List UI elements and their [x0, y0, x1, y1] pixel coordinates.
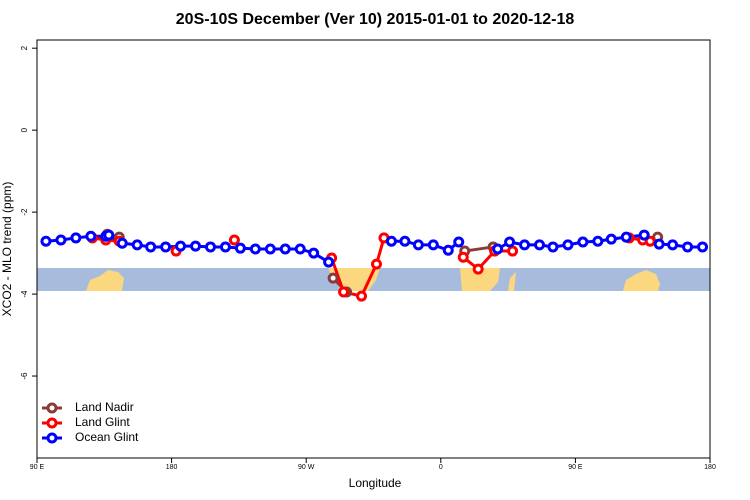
data-point: [279, 243, 291, 255]
data-point: [682, 241, 694, 253]
legend-marker: [46, 402, 58, 414]
data-point: [577, 236, 589, 248]
data-point: [234, 242, 246, 254]
land: [86, 270, 124, 291]
data-point: [638, 229, 650, 241]
data-point: [103, 229, 115, 241]
data-point: [175, 240, 187, 252]
y-tick-label: -2: [20, 208, 29, 216]
legend-label: Land Nadir: [75, 400, 134, 414]
legend-label: Ocean Glint: [75, 430, 139, 444]
data-point: [620, 231, 632, 243]
series-line: [462, 249, 513, 272]
x-tick-label: 0: [439, 464, 443, 471]
data-point: [442, 244, 454, 256]
x-tick-label: 90 E: [30, 464, 45, 471]
data-point: [116, 237, 128, 249]
plot-frame: [36, 39, 711, 459]
data-point: [145, 241, 157, 253]
data-point: [160, 241, 172, 253]
x-tick-label: 90 W: [298, 464, 315, 471]
x-tick-label: 180: [704, 464, 716, 471]
data-point: [562, 239, 574, 251]
data-point: [592, 235, 604, 247]
data-point: [472, 263, 484, 275]
data-point: [399, 235, 411, 247]
y-tick-label: 2: [20, 45, 29, 50]
legend-marker: [46, 417, 58, 429]
data-point: [667, 239, 679, 251]
data-point: [219, 241, 231, 253]
data-point: [492, 243, 504, 255]
data-point: [338, 286, 350, 298]
land: [508, 272, 516, 291]
y-axis-label: XCO2 - MLO trend (ppm): [0, 182, 14, 317]
data-point: [427, 239, 439, 251]
chart-title: 20S-10S December (Ver 10) 2015-01-01 to …: [176, 11, 575, 28]
y-tick-label: -4: [20, 290, 29, 298]
data-point: [308, 247, 320, 259]
data-point: [190, 240, 202, 252]
data-point: [519, 239, 531, 251]
data-point: [323, 256, 335, 268]
data-point: [55, 234, 67, 246]
data-point: [228, 234, 240, 246]
legend-marker: [46, 432, 58, 444]
data-point: [204, 241, 216, 253]
x-tick-label: 90 E: [568, 464, 583, 471]
legend-label: Land Glint: [75, 415, 130, 429]
data-point: [264, 243, 276, 255]
data-point: [534, 239, 546, 251]
data-point: [327, 272, 339, 284]
data-point: [85, 230, 97, 242]
y-tick-label: 0: [20, 127, 29, 132]
y-tick-label: -6: [20, 372, 29, 380]
data-point: [653, 238, 665, 250]
data-point: [412, 239, 424, 251]
data-point: [644, 235, 656, 247]
data-point: [294, 243, 306, 255]
x-axis-label: Longitude: [349, 476, 402, 490]
land: [460, 268, 500, 291]
data-point: [385, 235, 397, 247]
data-point: [40, 235, 52, 247]
data-point: [453, 236, 465, 248]
data-point: [356, 290, 368, 302]
data-point: [507, 245, 519, 257]
land: [623, 270, 660, 291]
data-point: [131, 239, 143, 251]
data-point: [697, 241, 709, 253]
data-point: [70, 232, 82, 244]
data-point: [370, 258, 382, 270]
data-point: [547, 241, 559, 253]
data-point: [457, 251, 469, 263]
data-point: [605, 233, 617, 245]
data-point: [504, 236, 516, 248]
data-point: [249, 243, 261, 255]
x-tick-label: 180: [166, 464, 178, 471]
